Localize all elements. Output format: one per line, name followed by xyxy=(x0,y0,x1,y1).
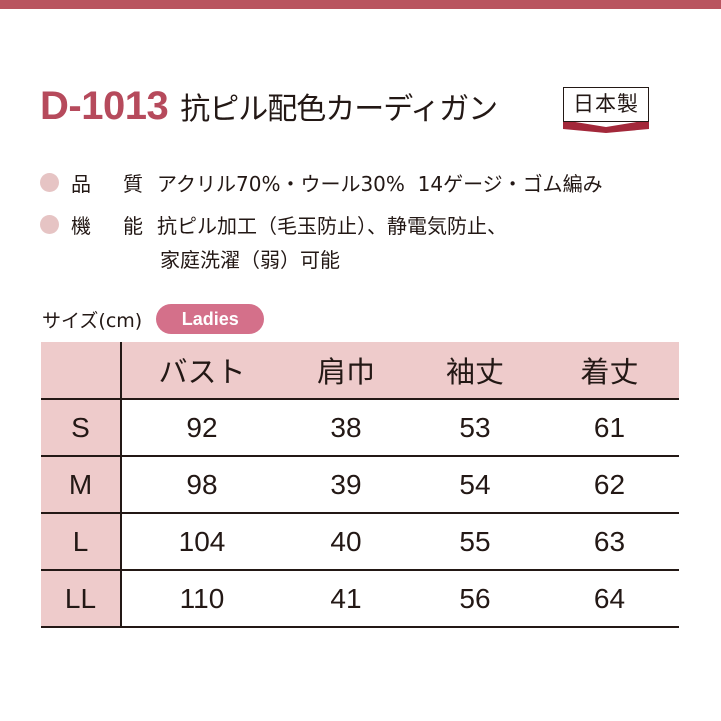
size-label: サイズ(cm) xyxy=(42,309,143,332)
badge-text: 日本製 xyxy=(563,87,649,122)
size-heading: サイズ(cm) Ladies xyxy=(42,304,265,334)
value-cell: 104 xyxy=(178,525,226,557)
value-cell: 38 xyxy=(330,411,362,443)
table-row: L 104 40 55 63 xyxy=(41,514,679,571)
header-bust: バスト xyxy=(158,355,246,389)
value-cell: 41 xyxy=(330,582,362,614)
made-in-japan-badge: 日本製 xyxy=(560,87,652,133)
table-header-row: バスト 肩巾 袖丈 着丈 xyxy=(41,342,679,400)
header-length: 着丈 xyxy=(580,355,639,389)
value-cell: 40 xyxy=(330,525,362,557)
value-cell: 62 xyxy=(593,468,626,500)
spec-label: 機能 xyxy=(71,214,143,238)
value-cell: 98 xyxy=(186,468,218,500)
spec-function-continued: 家庭洗濯（弱）可能 xyxy=(160,248,340,272)
dot-icon xyxy=(40,215,59,234)
value-cell: 63 xyxy=(593,525,626,557)
product-code: D-1013 xyxy=(40,84,169,128)
size-cell: LL xyxy=(41,571,122,626)
value-cell: 55 xyxy=(459,525,491,557)
value-cell: 64 xyxy=(593,582,626,614)
spec-material: 品質 アクリル70%・ウール30% 14ゲージ・ゴム編み xyxy=(40,168,603,197)
value-cell: 110 xyxy=(179,582,225,614)
spec-value: アクリル70%・ウール30% 14ゲージ・ゴム編み xyxy=(157,172,603,196)
size-cell: S xyxy=(41,400,122,455)
size-cell: M xyxy=(41,457,122,512)
table-row: M 98 39 54 62 xyxy=(41,457,679,514)
value-cell: 53 xyxy=(459,411,491,443)
value-cell: 54 xyxy=(459,468,491,500)
value-cell: 61 xyxy=(593,411,626,443)
value-cell: 39 xyxy=(330,468,362,500)
header-shoulder: 肩巾 xyxy=(316,355,375,389)
product-title: D-1013 抗ピル配色カーディガン xyxy=(40,84,498,132)
size-cell: L xyxy=(41,514,122,569)
ladies-pill: Ladies xyxy=(156,304,265,334)
header-sleeve: 袖丈 xyxy=(445,355,504,389)
table-row: S 92 38 53 61 xyxy=(41,400,679,457)
value-cell: 92 xyxy=(186,411,218,443)
table-row: LL 110 41 56 64 xyxy=(41,571,679,628)
spec-function: 機能 抗ピル加工（毛玉防止）、静電気防止、 xyxy=(40,210,507,239)
spec-value: 抗ピル加工（毛玉防止）、静電気防止、 xyxy=(157,214,507,238)
badge-ribbon-icon xyxy=(563,120,649,133)
spec-label: 品質 xyxy=(71,172,143,196)
product-name: 抗ピル配色カーディガン xyxy=(180,92,498,127)
size-table: バスト 肩巾 袖丈 着丈 S 92 38 53 61 M 98 39 54 62… xyxy=(41,342,679,628)
header-corner xyxy=(41,342,122,398)
value-cell: 56 xyxy=(459,582,491,614)
dot-icon xyxy=(40,173,59,192)
top-accent-bar xyxy=(0,0,721,9)
